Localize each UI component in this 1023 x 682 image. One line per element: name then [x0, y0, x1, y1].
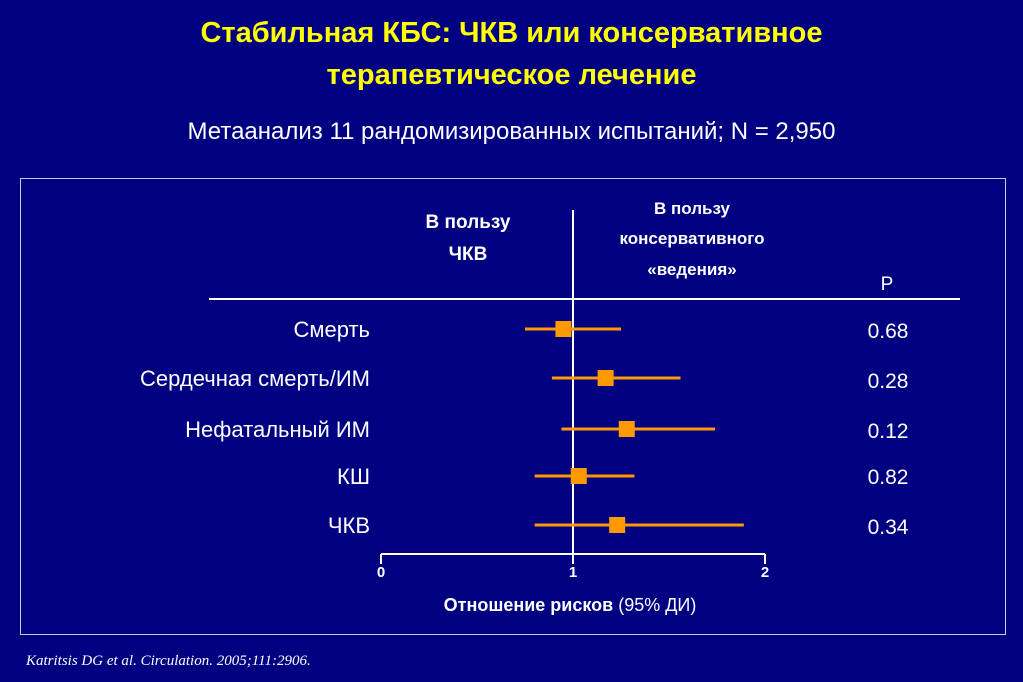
- row-label-3: КШ: [337, 464, 370, 489]
- x-axis-label: Отношение рисков (95% ДИ): [444, 595, 697, 615]
- p-value-1: 0.28: [868, 370, 909, 393]
- x-axis-ticks: 0 1 2: [377, 554, 769, 581]
- forest-rows: Смерть 0.68 Сердечная смерть/ИМ 0.28 Нефатал…: [140, 317, 909, 539]
- citation: Katritsis DG et al. Circulation. 2005;11…: [26, 653, 311, 669]
- p-value-2: 0.12: [868, 420, 909, 443]
- p-value-3: 0.82: [868, 466, 909, 489]
- x-axis-label-unit: (95% ДИ): [613, 595, 696, 615]
- favors-conservative-line-3: «ведения»: [647, 260, 736, 279]
- x-tick-label-1: 1: [569, 564, 577, 581]
- hr-marker-0: [555, 321, 572, 337]
- x-tick-label-2: 2: [761, 564, 769, 581]
- hr-marker-1: [597, 370, 614, 386]
- hr-marker-4: [609, 517, 626, 533]
- p-value-4: 0.34: [868, 516, 909, 539]
- hr-marker-3: [570, 468, 587, 484]
- chart-panel: [20, 178, 1006, 635]
- favors-pci-line-2: ЧКВ: [449, 244, 488, 265]
- favors-conservative-line-1: В пользу: [654, 199, 731, 218]
- slide-subtitle: Метаанализ 11 рандомизированных испытани…: [187, 118, 836, 145]
- slide-title: Стабильная КБС: ЧКВ или консервативное т…: [0, 12, 1023, 96]
- x-tick-label-0: 0: [377, 564, 385, 581]
- title-line-1: Стабильная КБС: ЧКВ или консервативное: [200, 17, 823, 49]
- p-value-0: 0.68: [868, 320, 909, 343]
- row-label-0: Смерть: [293, 317, 370, 342]
- hr-marker-2: [618, 421, 635, 437]
- x-axis-label-bold: Отношение рисков: [444, 595, 614, 615]
- favors-pci-line-1: В пользу: [426, 212, 511, 233]
- title-line-2: терапевтическое лечение: [326, 59, 697, 91]
- row-label-2: Нефатальный ИМ: [185, 417, 370, 442]
- row-label-1: Сердечная смерть/ИМ: [140, 366, 370, 391]
- favors-conservative-line-2: консервативного: [619, 229, 764, 248]
- p-header: P: [881, 274, 894, 295]
- row-label-4: ЧКВ: [328, 513, 370, 538]
